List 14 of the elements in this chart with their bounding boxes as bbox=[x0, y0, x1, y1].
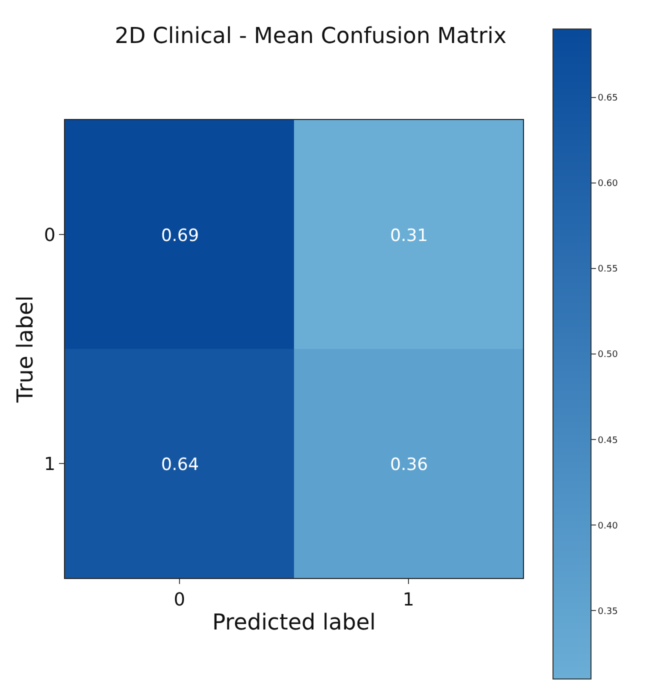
color-bar-label: 0.60 bbox=[598, 179, 618, 190]
color-bar-label: 0.40 bbox=[598, 521, 618, 532]
data-label: 0.64 bbox=[161, 454, 199, 475]
color-bar-label: 0.50 bbox=[598, 350, 618, 360]
color-bar-label: 0.65 bbox=[598, 94, 618, 104]
data-label: 0.69 bbox=[161, 226, 199, 246]
data-label: 0.31 bbox=[390, 226, 428, 246]
color-bar-label: 0.55 bbox=[598, 264, 618, 275]
data-label: 0.36 bbox=[390, 454, 428, 475]
y-axis-title: True label bbox=[14, 296, 39, 404]
color-bar-label: 0.45 bbox=[598, 436, 618, 446]
color-bar-label: 0.35 bbox=[598, 606, 618, 617]
chart-title: 2D Clinical - Mean Confusion Matrix bbox=[114, 24, 507, 49]
x-axis-title: Predicted label bbox=[212, 610, 376, 636]
